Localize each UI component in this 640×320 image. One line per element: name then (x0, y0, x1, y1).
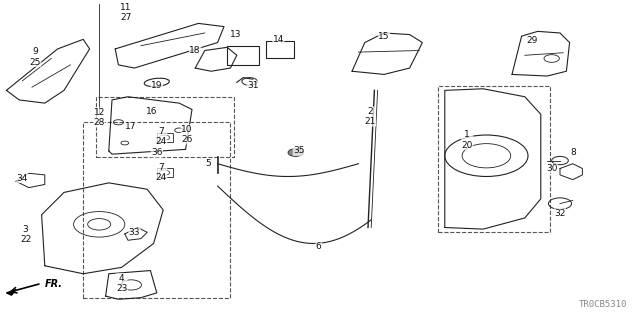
Text: 7
24: 7 24 (156, 163, 167, 182)
Text: 34: 34 (17, 173, 28, 183)
Bar (157, 168, 173, 178)
Text: 10
26: 10 26 (181, 125, 193, 144)
Text: 15: 15 (378, 32, 390, 41)
Text: 13: 13 (230, 30, 241, 39)
Text: 1
20: 1 20 (461, 130, 473, 149)
Text: 6: 6 (316, 242, 321, 251)
Text: 29: 29 (527, 36, 538, 45)
Text: 12
28: 12 28 (93, 108, 105, 127)
Text: 18: 18 (189, 46, 201, 55)
Text: 9
25: 9 25 (29, 47, 41, 67)
Bar (266, 41, 294, 59)
Circle shape (544, 55, 559, 62)
Text: 3
22: 3 22 (20, 225, 31, 244)
Polygon shape (6, 290, 16, 295)
Text: 8: 8 (570, 148, 575, 157)
Text: 17: 17 (125, 122, 137, 131)
Bar (438, 85, 550, 232)
Text: 11
27: 11 27 (120, 3, 132, 22)
Circle shape (288, 149, 303, 156)
Text: 32: 32 (554, 209, 566, 218)
Bar (96, 97, 234, 157)
Text: 7
24: 7 24 (156, 127, 167, 146)
Text: 4
23: 4 23 (116, 274, 127, 293)
Text: 30: 30 (546, 164, 557, 173)
Text: 36: 36 (151, 148, 163, 157)
Bar (157, 133, 173, 142)
Text: 31: 31 (247, 81, 259, 90)
Bar (227, 46, 259, 65)
Text: 5: 5 (205, 159, 211, 168)
Text: 33: 33 (129, 228, 140, 237)
Text: 16: 16 (146, 107, 157, 116)
Text: 2
21: 2 21 (364, 107, 376, 126)
Text: FR.: FR. (45, 278, 63, 289)
Text: 19: 19 (151, 81, 163, 90)
Text: 35: 35 (293, 147, 305, 156)
Bar (83, 122, 230, 298)
Text: 14: 14 (273, 35, 284, 44)
Text: TR0CB5310: TR0CB5310 (579, 300, 627, 309)
